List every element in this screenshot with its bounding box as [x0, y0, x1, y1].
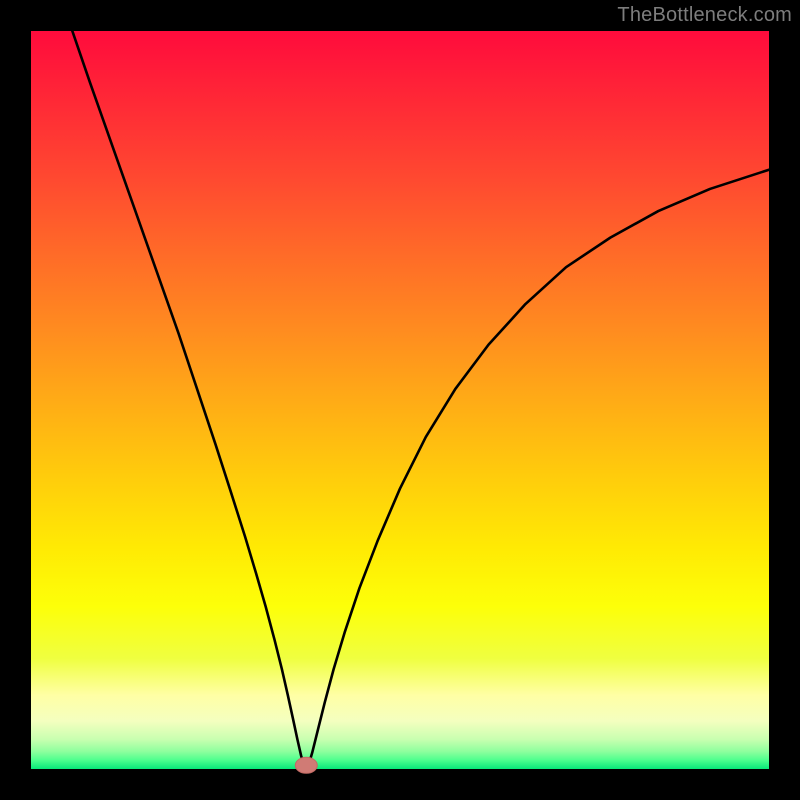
chart-container: TheBottleneck.com: [0, 0, 800, 800]
bottleneck-chart: [0, 0, 800, 800]
watermark-text: TheBottleneck.com: [617, 4, 792, 27]
plot-area: [31, 31, 769, 769]
optimal-marker: [295, 757, 317, 773]
